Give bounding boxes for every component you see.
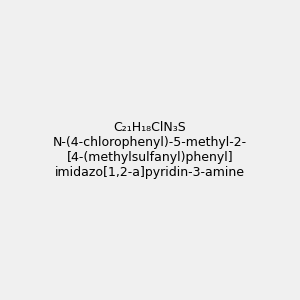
Text: C₂₁H₁₈ClN₃S
N-(4-chlorophenyl)-5-methyl-2-
[4-(methylsulfanyl)phenyl]
imidazo[1,: C₂₁H₁₈ClN₃S N-(4-chlorophenyl)-5-methyl-…	[53, 121, 247, 179]
